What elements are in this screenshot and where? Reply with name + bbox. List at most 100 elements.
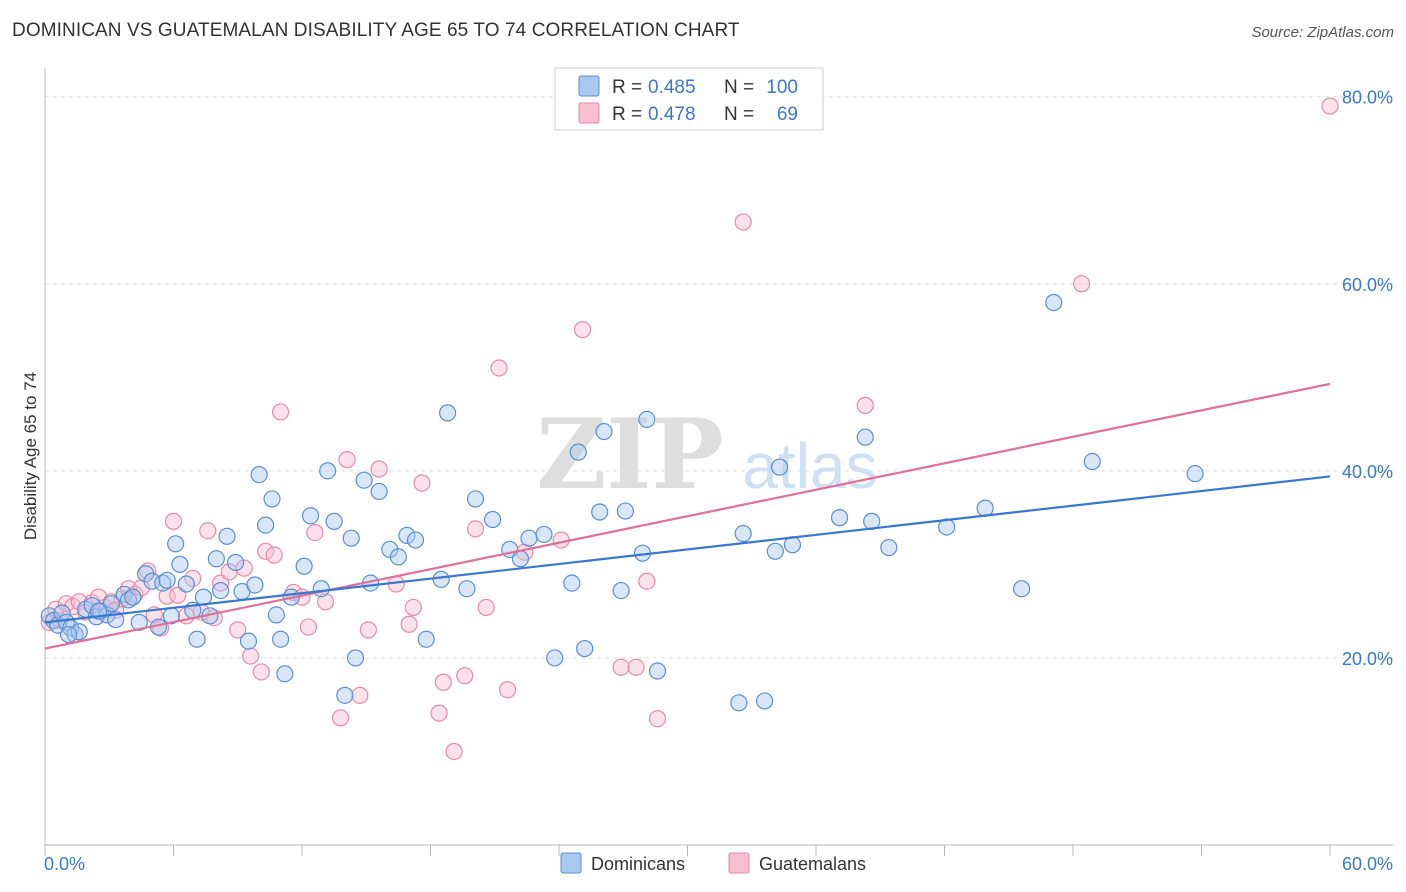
legend-row-dominicans: R = 0.485 N = 100 <box>578 75 798 98</box>
bottom-legend-swatch-guatemalans <box>728 852 750 874</box>
guatemalans-point <box>338 451 356 469</box>
guatemalans-point <box>351 686 369 704</box>
dominicans-point <box>520 529 538 547</box>
dominicans-point <box>325 512 343 530</box>
dominicans-point <box>370 482 388 501</box>
guatemalans-point <box>648 710 667 728</box>
guatemalans-point <box>400 615 418 633</box>
dominicans-point <box>336 686 354 704</box>
dominicans-point <box>398 526 416 544</box>
dominicans-point <box>389 548 407 566</box>
watermark: ZIP atlas <box>536 398 877 511</box>
guatemalans-point <box>242 647 260 665</box>
dominicans-point <box>207 550 225 568</box>
dominicans-point <box>1012 580 1031 598</box>
dominicans-point <box>1186 465 1204 483</box>
dominicans-point <box>70 623 88 641</box>
guatemalans-point <box>265 546 283 564</box>
dominicans-point <box>342 529 360 547</box>
dominicans-point <box>59 625 78 644</box>
dominicans-point <box>458 580 476 598</box>
dominicans-point <box>227 553 245 572</box>
source-credit: Source: ZipAtlas.com <box>1251 24 1394 41</box>
dominicans-point <box>766 542 784 560</box>
guatemalans-point <box>856 396 874 414</box>
guatemalans-point <box>466 520 485 538</box>
legend: R = 0.485 N = 100 R = 0.478 N = 69 <box>554 67 824 131</box>
legend-swatch-pink <box>578 102 600 124</box>
dominicans-point <box>1045 293 1063 312</box>
chart-title: DOMINICAN VS GUATEMALAN DISABILITY AGE 6… <box>12 20 740 41</box>
y-tick-label: 40.0% <box>1342 462 1393 482</box>
bottom-legend-dominicans: Dominicans <box>591 854 685 874</box>
dominicans-point <box>319 462 337 480</box>
legend-n-value: 69 <box>777 104 798 125</box>
guatemalans-point <box>445 742 463 761</box>
bottom-legend: Dominicans Guatemalans <box>560 852 866 874</box>
y-tick-labels: 20.0% 40.0% 60.0% 80.0% <box>1342 88 1393 669</box>
dominicans-point <box>218 527 236 545</box>
guatemalans-point <box>359 621 377 639</box>
guatemalans-point <box>271 403 290 421</box>
dominicans-point <box>616 502 634 520</box>
legend-n-label: N = <box>724 104 754 125</box>
dominicans-point <box>417 630 435 648</box>
dominicans-point <box>466 490 485 508</box>
dominicans-point <box>591 503 609 521</box>
dominicans-point <box>612 581 630 600</box>
dominicans-point <box>271 630 290 648</box>
dominicans-point <box>355 471 373 489</box>
bottom-legend-guatemalans: Guatemalans <box>759 854 866 874</box>
y-tick-label: 20.0% <box>1342 649 1393 669</box>
y-axis-label: Disability Age 65 to 74 <box>21 372 40 540</box>
y-tick-label: 60.0% <box>1342 275 1393 295</box>
dominicans-point <box>638 410 656 429</box>
dominicans-point <box>569 443 587 461</box>
guatemalans-point <box>256 542 275 560</box>
guatemalans-point <box>1321 97 1339 115</box>
guatemalans-point <box>235 559 253 577</box>
dominicans-point <box>295 557 313 575</box>
x-tick-label-max: 60.0% <box>1342 854 1393 874</box>
legend-n-value: 100 <box>766 77 798 98</box>
dominicans-point <box>439 404 457 422</box>
bottom-legend-swatch-dominicans <box>560 852 582 874</box>
dominicans-point <box>188 630 206 648</box>
guatemalans-point <box>627 658 645 676</box>
dominicans-point <box>734 524 752 543</box>
dominicans-point <box>546 649 564 667</box>
guatemalans-point <box>430 704 448 722</box>
y-tick-label: 80.0% <box>1342 88 1393 108</box>
guatemalans-point <box>404 598 422 617</box>
guatemalans-point <box>1072 275 1091 293</box>
dominicans-point <box>171 555 189 573</box>
guatemalans-point <box>490 359 508 377</box>
guatemalans-point <box>499 681 517 699</box>
guatemalans-point <box>331 709 350 727</box>
guatemalans-point <box>132 579 150 597</box>
dominicans-point <box>535 525 553 544</box>
dominicans-point <box>267 606 285 624</box>
dominicans-point <box>511 550 530 568</box>
watermark-zip: ZIP <box>536 398 723 511</box>
legend-swatch-blue <box>578 75 600 97</box>
guatemalans-point <box>456 667 474 685</box>
dominicans-point <box>730 694 748 712</box>
dominicans-point <box>177 575 195 593</box>
dominicans-point <box>595 422 613 441</box>
dominicans-point <box>143 572 161 590</box>
dominicans-point <box>432 570 450 588</box>
dominicans-point <box>484 510 502 529</box>
guatemalans-point <box>477 598 495 617</box>
guatemalans-trendline <box>44 382 1331 650</box>
dominicans-point <box>880 538 898 557</box>
guatemalans-point <box>638 572 656 590</box>
guatemalans-point <box>164 512 183 530</box>
dominicans-point <box>158 571 176 589</box>
legend-r-value: 0.478 <box>648 104 696 125</box>
guatemalans-point <box>306 523 324 542</box>
legend-n-label: N = <box>724 77 754 98</box>
dominicans-point <box>312 580 330 598</box>
dominicans-point <box>301 507 320 525</box>
